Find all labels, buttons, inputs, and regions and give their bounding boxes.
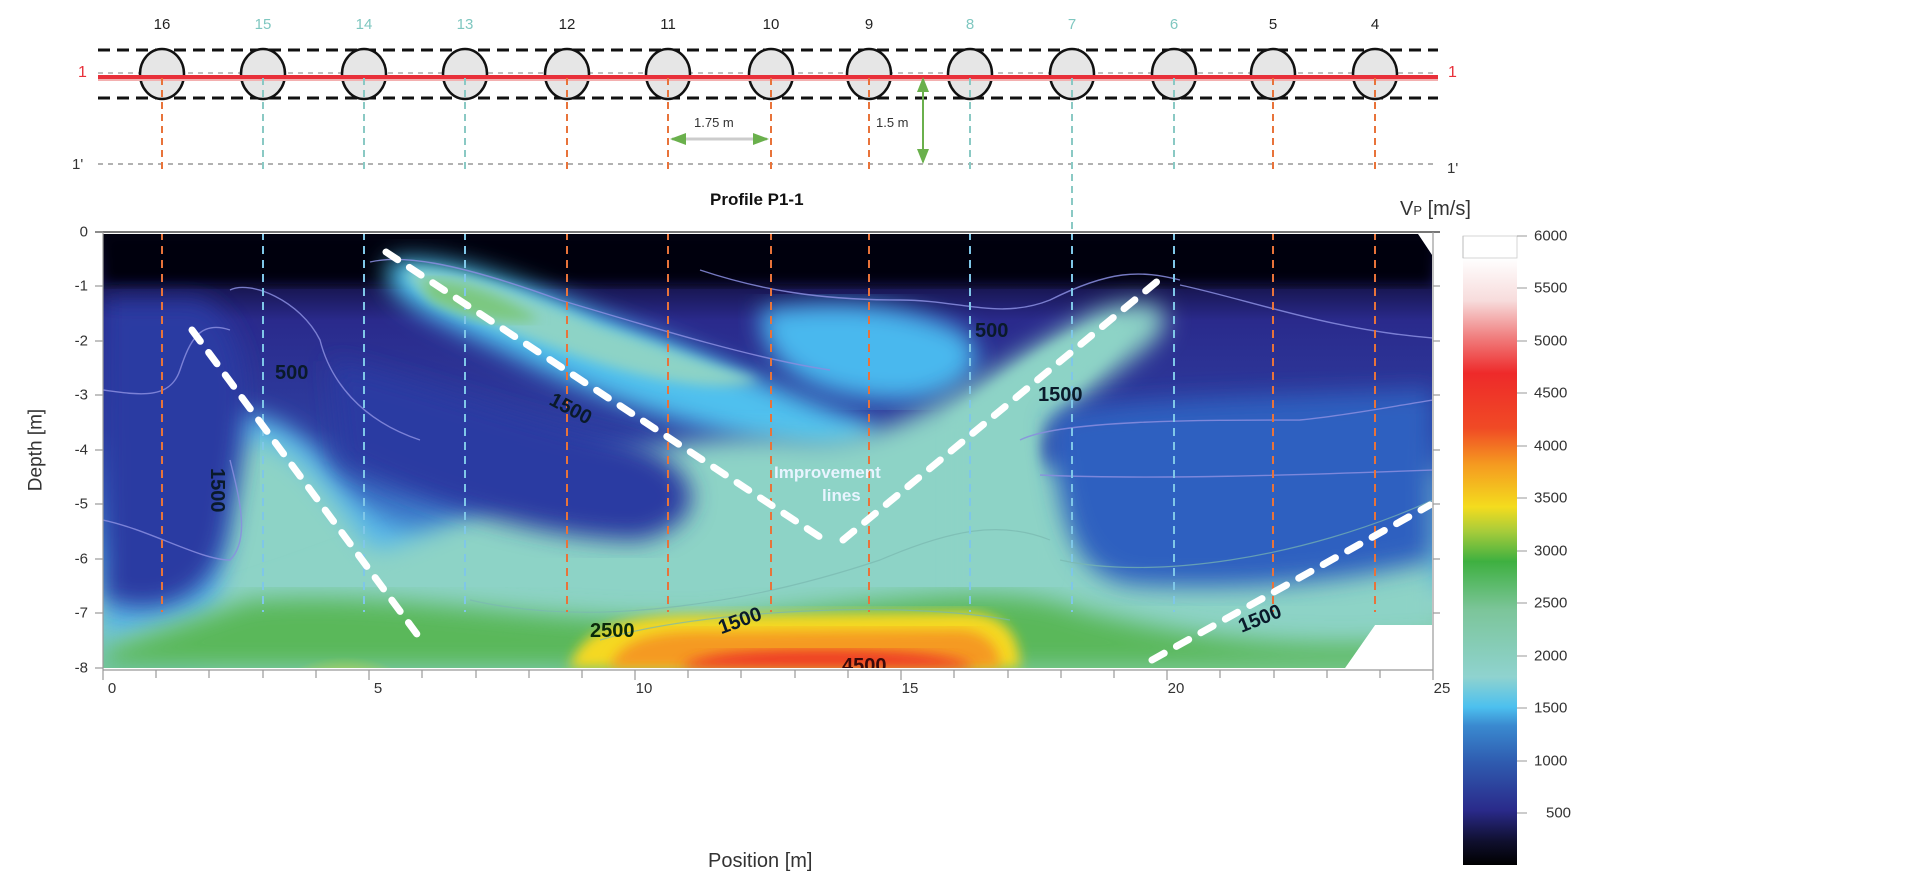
- colorbar-tick: 3500: [1534, 489, 1568, 507]
- plot-axes: [95, 231, 1440, 680]
- contour-label-500: 500: [975, 320, 1009, 342]
- section-label-end: 1: [1448, 64, 1457, 81]
- offset-dimension-arrow: [917, 77, 929, 164]
- pile-label-8: 8: [965, 16, 975, 33]
- colorbar-label-sub: P: [1413, 203, 1423, 218]
- section-label-start: 1: [78, 64, 87, 81]
- pile-label-9: 9: [864, 16, 874, 33]
- y-axis-label: Depth [m]: [25, 408, 47, 492]
- pile-label-10: 10: [762, 16, 780, 33]
- colorbar-tick: 4000: [1534, 437, 1568, 455]
- colorbar-tick: 5000: [1534, 332, 1568, 350]
- y-tick: 0: [79, 223, 88, 241]
- pile-label-5: 5: [1268, 16, 1278, 33]
- y-tick: -5: [74, 495, 88, 513]
- colorbar-tick: 4500: [1534, 384, 1568, 402]
- colorbar-tick: 2500: [1534, 594, 1568, 612]
- offset-label-start: 1': [72, 156, 84, 173]
- profile-title: Profile P1-1: [710, 190, 804, 209]
- y-tick: -1: [74, 277, 88, 295]
- pile-label-16: 16: [153, 16, 171, 33]
- pile-label-15: 15: [254, 16, 272, 33]
- improvement-label-line2: lines: [822, 486, 861, 505]
- contour-label-2500: 2500: [590, 620, 635, 642]
- offset-dimension-label: 1.5 m: [876, 115, 909, 130]
- colorbar-label-main: V: [1400, 198, 1414, 220]
- x-tick: 5: [373, 680, 383, 697]
- plan-view-lines: [98, 47, 1438, 230]
- pile-label-7: 7: [1067, 16, 1077, 33]
- colorbar-tick: 3000: [1534, 542, 1568, 560]
- pile-label-13: 13: [456, 16, 474, 33]
- contour-label-1500: 1500: [206, 468, 228, 513]
- y-tick: -4: [74, 441, 88, 459]
- colorbar-tick: 5500: [1534, 279, 1568, 297]
- pile-label-11: 11: [660, 16, 676, 33]
- colorbar-tick: 1500: [1534, 699, 1568, 717]
- x-axis-label: Position [m]: [708, 850, 813, 872]
- y-tick: -2: [74, 332, 88, 350]
- y-tick: -7: [74, 604, 88, 622]
- spacing-dimension-label: 1.75 m: [694, 115, 734, 130]
- colorbar-tick: 2000: [1534, 647, 1568, 665]
- colorbar: [1462, 235, 1527, 865]
- x-tick: 25: [1433, 680, 1451, 697]
- y-tick: -3: [74, 386, 88, 404]
- improvement-lines: [188, 248, 1432, 664]
- x-tick: 15: [901, 680, 919, 697]
- x-tick: 10: [635, 680, 653, 697]
- pile-label-6: 6: [1169, 16, 1179, 33]
- colorbar-tick: 6000: [1534, 227, 1568, 245]
- y-tick: -8: [74, 659, 88, 677]
- x-tick: 0: [107, 680, 117, 697]
- y-tick: -6: [74, 550, 88, 568]
- contour-label-500: 500: [275, 362, 309, 384]
- pile-label-12: 12: [558, 16, 576, 33]
- contour-label-1500: 1500: [1038, 384, 1083, 406]
- colorbar-tick: 500: [1546, 804, 1572, 822]
- tomogram: [103, 234, 1432, 668]
- pile-label-4: 4: [1370, 16, 1380, 33]
- x-tick: 20: [1167, 680, 1185, 697]
- colorbar-label-unit: [m/s]: [1422, 198, 1471, 220]
- colorbar-label: VP [m/s]: [1400, 198, 1471, 221]
- pile-label-14: 14: [355, 16, 373, 33]
- contour-label-4500: 4500: [842, 655, 887, 668]
- improvement-label-line1: Improvement: [774, 463, 881, 482]
- colorbar-tick: 1000: [1534, 752, 1568, 770]
- offset-label-end: 1': [1447, 160, 1459, 177]
